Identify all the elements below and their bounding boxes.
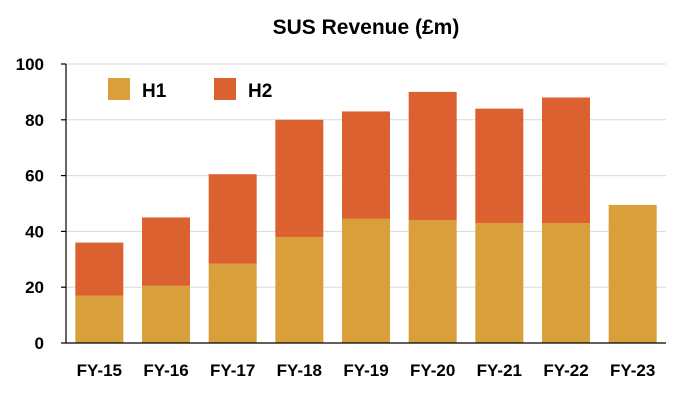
x-tick-label: FY-17 bbox=[210, 361, 255, 380]
bar-h2-fy-15 bbox=[75, 242, 124, 296]
y-tick-label: 20 bbox=[25, 278, 44, 297]
bar-h2-fy-19 bbox=[342, 111, 390, 219]
legend-swatch-h2 bbox=[214, 78, 236, 100]
x-tick-label: FY-19 bbox=[343, 361, 388, 380]
bar-h1-fy-16 bbox=[142, 285, 190, 343]
bar-h1-fy-20 bbox=[408, 220, 457, 343]
bar-h1-fy-15 bbox=[75, 295, 124, 343]
axes: 0 20 40 60 80 100 FY-15 FY-16 FY-17 FY-18 FY-19 FY-… bbox=[16, 55, 666, 380]
bar-h1-fy-19 bbox=[342, 218, 390, 343]
bar-h1-fy-23 bbox=[608, 204, 657, 343]
x-tick-label: FY-22 bbox=[543, 361, 588, 380]
bars bbox=[75, 91, 657, 343]
y-tick-label: 60 bbox=[25, 167, 44, 186]
bar-h2-fy-16 bbox=[142, 217, 190, 286]
bar-h1-fy-17 bbox=[208, 263, 257, 343]
x-tick-label: FY-23 bbox=[610, 361, 655, 380]
bar-h1-fy-21 bbox=[475, 223, 524, 343]
legend: H1 H2 bbox=[108, 78, 272, 102]
x-tick-label: FY-15 bbox=[77, 361, 122, 380]
x-tick-label: FY-20 bbox=[410, 361, 455, 380]
bar-h2-fy-18 bbox=[275, 119, 324, 237]
y-tick-label: 100 bbox=[16, 55, 44, 74]
bar-h1-fy-22 bbox=[542, 223, 590, 343]
y-tick-label: 40 bbox=[25, 222, 44, 241]
chart-title: SUS Revenue (£m) bbox=[273, 16, 460, 39]
y-tick-label: 0 bbox=[35, 334, 44, 353]
bar-h2-fy-17 bbox=[208, 174, 257, 264]
bar-h2-fy-20 bbox=[408, 91, 457, 221]
x-tick-label: FY-18 bbox=[277, 361, 322, 380]
legend-label-h2: H2 bbox=[248, 81, 272, 102]
bar-h1-fy-18 bbox=[275, 236, 324, 343]
y-tick-label: 80 bbox=[25, 111, 44, 130]
bar-h2-fy-22 bbox=[542, 97, 590, 224]
bar-h2-fy-21 bbox=[475, 108, 524, 224]
x-tick-label: FY-21 bbox=[477, 361, 522, 380]
legend-swatch-h1 bbox=[108, 78, 130, 100]
legend-label-h1: H1 bbox=[142, 81, 167, 102]
x-tick-label: FY-16 bbox=[143, 361, 188, 380]
